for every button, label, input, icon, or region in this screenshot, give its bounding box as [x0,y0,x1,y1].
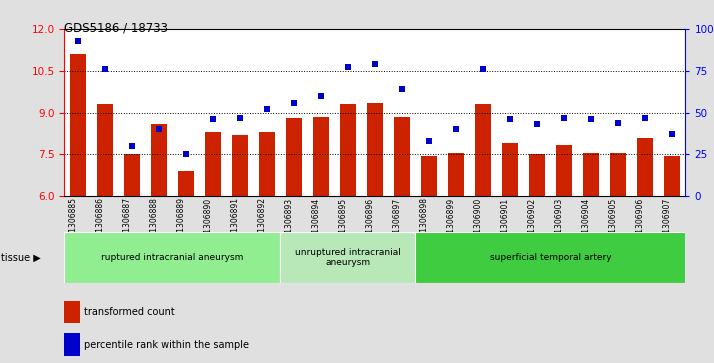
Bar [340,104,356,196]
Text: tissue ▶: tissue ▶ [1,253,41,263]
Bar [151,124,167,196]
Point [234,115,246,121]
Point [531,121,543,127]
Point [153,126,164,132]
Bar [96,104,113,196]
Point [126,143,138,149]
Bar [637,138,653,196]
Text: GDS5186 / 18733: GDS5186 / 18733 [64,22,169,35]
Bar [205,132,221,196]
Point [342,65,353,70]
Text: percentile rank within the sample: percentile rank within the sample [84,340,249,350]
Bar [281,232,416,283]
Bar [664,156,680,196]
Point [666,131,678,137]
Point [369,61,381,67]
Bar [416,232,685,283]
Point [585,116,597,122]
Point [72,38,84,44]
Bar [529,154,545,196]
Bar [555,144,572,196]
Text: ruptured intracranial aneurysm: ruptured intracranial aneurysm [101,253,243,262]
Bar [64,232,281,283]
Text: superficial temporal artery: superficial temporal artery [490,253,611,262]
Bar [448,153,464,196]
Bar [583,153,599,196]
Point [99,66,111,72]
Point [558,115,570,121]
Point [288,99,300,105]
Point [207,116,218,122]
Bar [502,143,518,196]
Point [315,93,326,99]
Point [450,126,461,132]
Point [423,138,435,144]
Point [504,116,516,122]
Bar [393,117,410,196]
Bar [421,156,437,196]
Bar [610,153,626,196]
Bar [70,54,86,196]
Text: unruptured intracranial
aneurysm: unruptured intracranial aneurysm [295,248,401,268]
Bar [124,154,140,196]
Bar [367,103,383,196]
Point [261,106,273,112]
Bar [64,333,80,356]
Bar [313,117,329,196]
Text: transformed count: transformed count [84,307,175,317]
Bar [178,171,194,196]
Bar [64,301,80,323]
Bar [475,104,491,196]
Bar [232,135,248,196]
Point [639,115,650,121]
Point [612,120,623,126]
Bar [286,118,302,196]
Bar [258,132,275,196]
Point [180,151,191,157]
Point [396,86,408,92]
Point [477,66,488,72]
